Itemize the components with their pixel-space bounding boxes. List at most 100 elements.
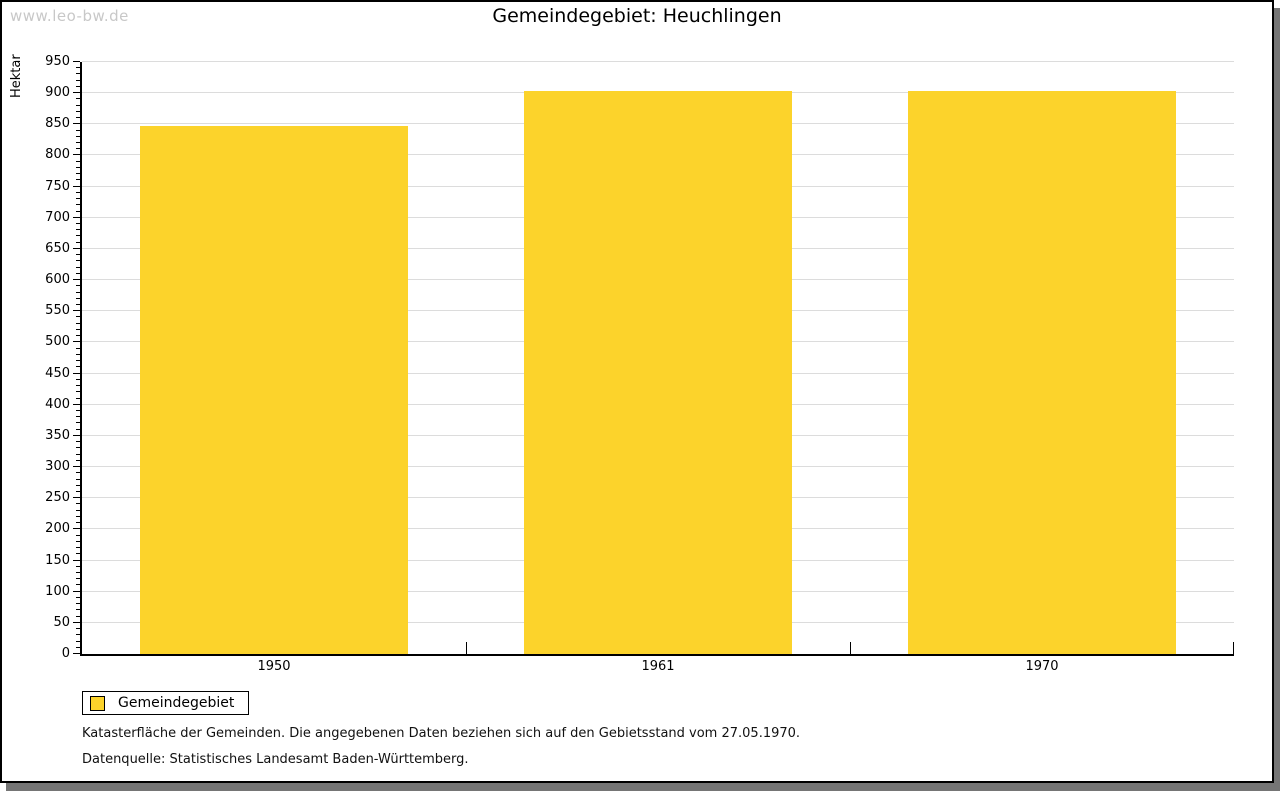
y-minor-tick [76, 329, 80, 330]
legend: Gemeindegebiet [82, 691, 250, 715]
y-minor-tick [76, 553, 80, 554]
y-tick-label: 750 [45, 179, 70, 194]
y-major-tick [73, 560, 80, 561]
y-major-tick [73, 528, 80, 529]
y-tick-label: 400 [45, 397, 70, 412]
y-minor-tick [76, 142, 80, 143]
y-tick-label: 0 [61, 646, 70, 661]
y-minor-tick [76, 130, 80, 131]
y-tick-label: 350 [45, 428, 70, 443]
y-major-tick [73, 404, 80, 405]
x-tick-label: 1950 [257, 659, 291, 674]
x-boundary-tick [850, 642, 851, 654]
y-minor-tick [76, 641, 80, 642]
y-tick-label: 550 [45, 303, 70, 318]
y-minor-tick [76, 647, 80, 648]
y-tick-label: 900 [45, 85, 70, 100]
y-minor-tick [76, 86, 80, 87]
y-major-tick [73, 435, 80, 436]
y-minor-tick [76, 634, 80, 635]
y-major-tick [73, 186, 80, 187]
y-minor-tick [76, 211, 80, 212]
y-major-tick [73, 248, 80, 249]
y-minor-tick [76, 260, 80, 261]
y-minor-tick [76, 584, 80, 585]
legend-swatch-gemeindegebiet [90, 695, 105, 711]
y-minor-tick [76, 192, 80, 193]
y-minor-tick [76, 603, 80, 604]
y-minor-tick [76, 354, 80, 355]
y-minor-tick [76, 616, 80, 617]
bar-1961 [524, 91, 792, 654]
y-major-tick [73, 341, 80, 342]
y-minor-tick [76, 398, 80, 399]
y-minor-tick [76, 410, 80, 411]
y-minor-tick [76, 167, 80, 168]
y-minor-tick [76, 267, 80, 268]
footnote-data-note: Katasterfläche der Gemeinden. Die angege… [82, 726, 801, 741]
y-minor-tick [76, 535, 80, 536]
x-tick-label: 1970 [1025, 659, 1059, 674]
y-minor-tick [76, 578, 80, 579]
y-tick-label: 700 [45, 210, 70, 225]
y-minor-tick [76, 173, 80, 174]
y-minor-tick [76, 105, 80, 106]
y-minor-tick [76, 429, 80, 430]
y-minor-tick [76, 136, 80, 137]
y-tick-label: 850 [45, 116, 70, 131]
y-minor-tick [76, 304, 80, 305]
y-minor-tick [76, 510, 80, 511]
y-tick-label: 50 [53, 615, 70, 630]
y-tick-label: 600 [45, 272, 70, 287]
y-major-tick [73, 61, 80, 62]
y-minor-tick [76, 316, 80, 317]
y-minor-tick [76, 472, 80, 473]
y-tick-label: 650 [45, 241, 70, 256]
y-minor-tick [76, 285, 80, 286]
y-minor-tick [76, 503, 80, 504]
y-tick-label: 450 [45, 366, 70, 381]
legend-label: Gemeindegebiet [118, 695, 235, 711]
footnote-source: Datenquelle: Statistisches Landesamt Bad… [82, 752, 469, 767]
y-tick-label: 250 [45, 490, 70, 505]
y-minor-tick [76, 323, 80, 324]
bar-1950 [140, 126, 408, 654]
y-major-tick [73, 497, 80, 498]
y-major-tick [73, 217, 80, 218]
x-boundary-tick [466, 642, 467, 654]
y-minor-tick [76, 204, 80, 205]
y-minor-tick [76, 198, 80, 199]
y-tick-label: 200 [45, 521, 70, 536]
y-tick-label: 100 [45, 584, 70, 599]
chart-title: Gemeindegebiet: Heuchlingen [492, 5, 782, 27]
bar-1970 [908, 91, 1176, 654]
y-minor-tick [76, 161, 80, 162]
y-minor-tick [76, 335, 80, 336]
y-major-tick [73, 653, 80, 654]
y-minor-tick [76, 67, 80, 68]
y-minor-tick [76, 360, 80, 361]
y-minor-tick [76, 491, 80, 492]
y-major-tick [73, 279, 80, 280]
y-minor-tick [76, 485, 80, 486]
watermark: www.leo-bw.de [10, 7, 129, 25]
y-minor-tick [76, 235, 80, 236]
y-minor-tick [76, 348, 80, 349]
y-minor-tick [76, 273, 80, 274]
y-minor-tick [76, 566, 80, 567]
y-minor-tick [76, 441, 80, 442]
y-minor-tick [76, 148, 80, 149]
plot-area: 0 50 100 150 200 250 300 350 400 450 500 550 600 650 7… [45, 54, 1234, 674]
y-minor-tick [76, 479, 80, 480]
y-minor-tick [76, 416, 80, 417]
y-minor-tick [76, 223, 80, 224]
y-minor-tick [76, 572, 80, 573]
y-minor-tick [76, 516, 80, 517]
y-minor-tick [76, 522, 80, 523]
y-minor-tick [76, 391, 80, 392]
y-major-tick [73, 123, 80, 124]
y-minor-tick [76, 366, 80, 367]
y-gridline [82, 61, 1234, 62]
y-minor-tick [76, 111, 80, 112]
y-tick-label: 950 [45, 54, 70, 69]
